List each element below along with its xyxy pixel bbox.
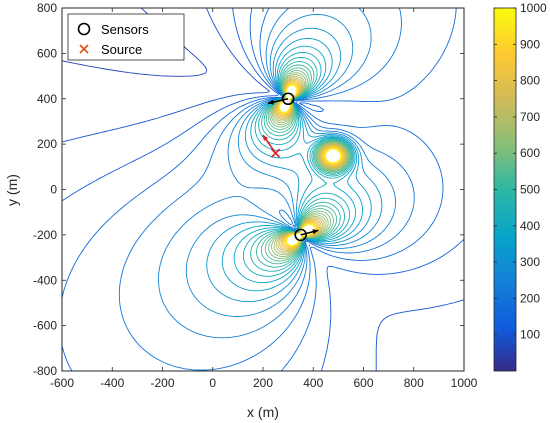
colorbar-tick-label: 800 (520, 74, 540, 88)
colorbar-tick-label: 700 (520, 110, 540, 124)
y-tick-label: -800 (33, 364, 57, 378)
colorbar-tick-label: 600 (520, 146, 540, 160)
markers-overlay (262, 92, 319, 242)
x-axis-ticks: -600 -400 -200 0 200 400 600 800 1000 (50, 8, 478, 390)
contour-level (62, 8, 464, 371)
sensor-marker (281, 92, 295, 106)
x-tick-label: 800 (404, 376, 424, 390)
y-tick-label: 400 (37, 92, 57, 106)
legend-sensor-marker (77, 22, 91, 36)
colorbar-tick-label: 200 (520, 291, 540, 305)
contour-level (62, 8, 464, 371)
colorbar-tick-label: 100 (520, 328, 540, 342)
x-tick-label: -600 (50, 376, 74, 390)
colorbar-tick-label: 300 (520, 255, 540, 269)
y-axis-label: y (m) (4, 174, 20, 206)
x-tick-label: -200 (150, 376, 174, 390)
contour-lines (62, 8, 464, 371)
x-tick-label: 200 (253, 376, 273, 390)
contour-level (158, 8, 397, 339)
sensor-heading-arrow (267, 97, 289, 105)
contour-level (185, 14, 383, 317)
x-tick-label: 1000 (451, 376, 478, 390)
x-axis-label: x (m) (247, 404, 279, 420)
x-tick-label: 400 (303, 376, 323, 390)
y-tick-label: -200 (33, 228, 57, 242)
colorbar-ticks: 1000 900 800 700 600 500 400 300 200 100 (494, 1, 547, 342)
colorbar-tick-label: 400 (520, 219, 540, 233)
x-tick-label: 0 (209, 376, 216, 390)
contour-level (118, 8, 415, 371)
colorbar-tick-label: 900 (520, 37, 540, 51)
x-tick-label: 600 (353, 376, 373, 390)
x-tick-label: -400 (100, 376, 124, 390)
legend: Sensors Source (67, 13, 185, 61)
plot-area (62, 8, 464, 371)
source-marker (270, 148, 281, 158)
colorbar-gradient (493, 7, 517, 372)
colorbar-tick-label: 1000 (520, 1, 547, 15)
legend-label-sensors: Sensors (101, 22, 149, 37)
y-tick-label: 200 (37, 137, 57, 151)
contour-level (62, 8, 457, 371)
y-tick-label: 600 (37, 46, 57, 60)
colorbar-tick-label: 500 (520, 183, 540, 197)
legend-label-source: Source (101, 42, 142, 57)
colorbar: 1000 900 800 700 600 500 400 300 200 100 (493, 1, 547, 372)
y-tick-label: 0 (50, 183, 57, 197)
y-tick-label: -600 (33, 319, 57, 333)
y-tick-label: 800 (37, 1, 57, 15)
sensor-marker (294, 228, 307, 242)
contour-level (206, 27, 372, 303)
y-tick-label: -400 (33, 273, 57, 287)
sensor-heading-arrow (300, 229, 319, 236)
y-axis-ticks: 800 600 400 200 0 -200 -400 -600 -800 (33, 1, 464, 378)
legend-source-marker (79, 44, 89, 54)
